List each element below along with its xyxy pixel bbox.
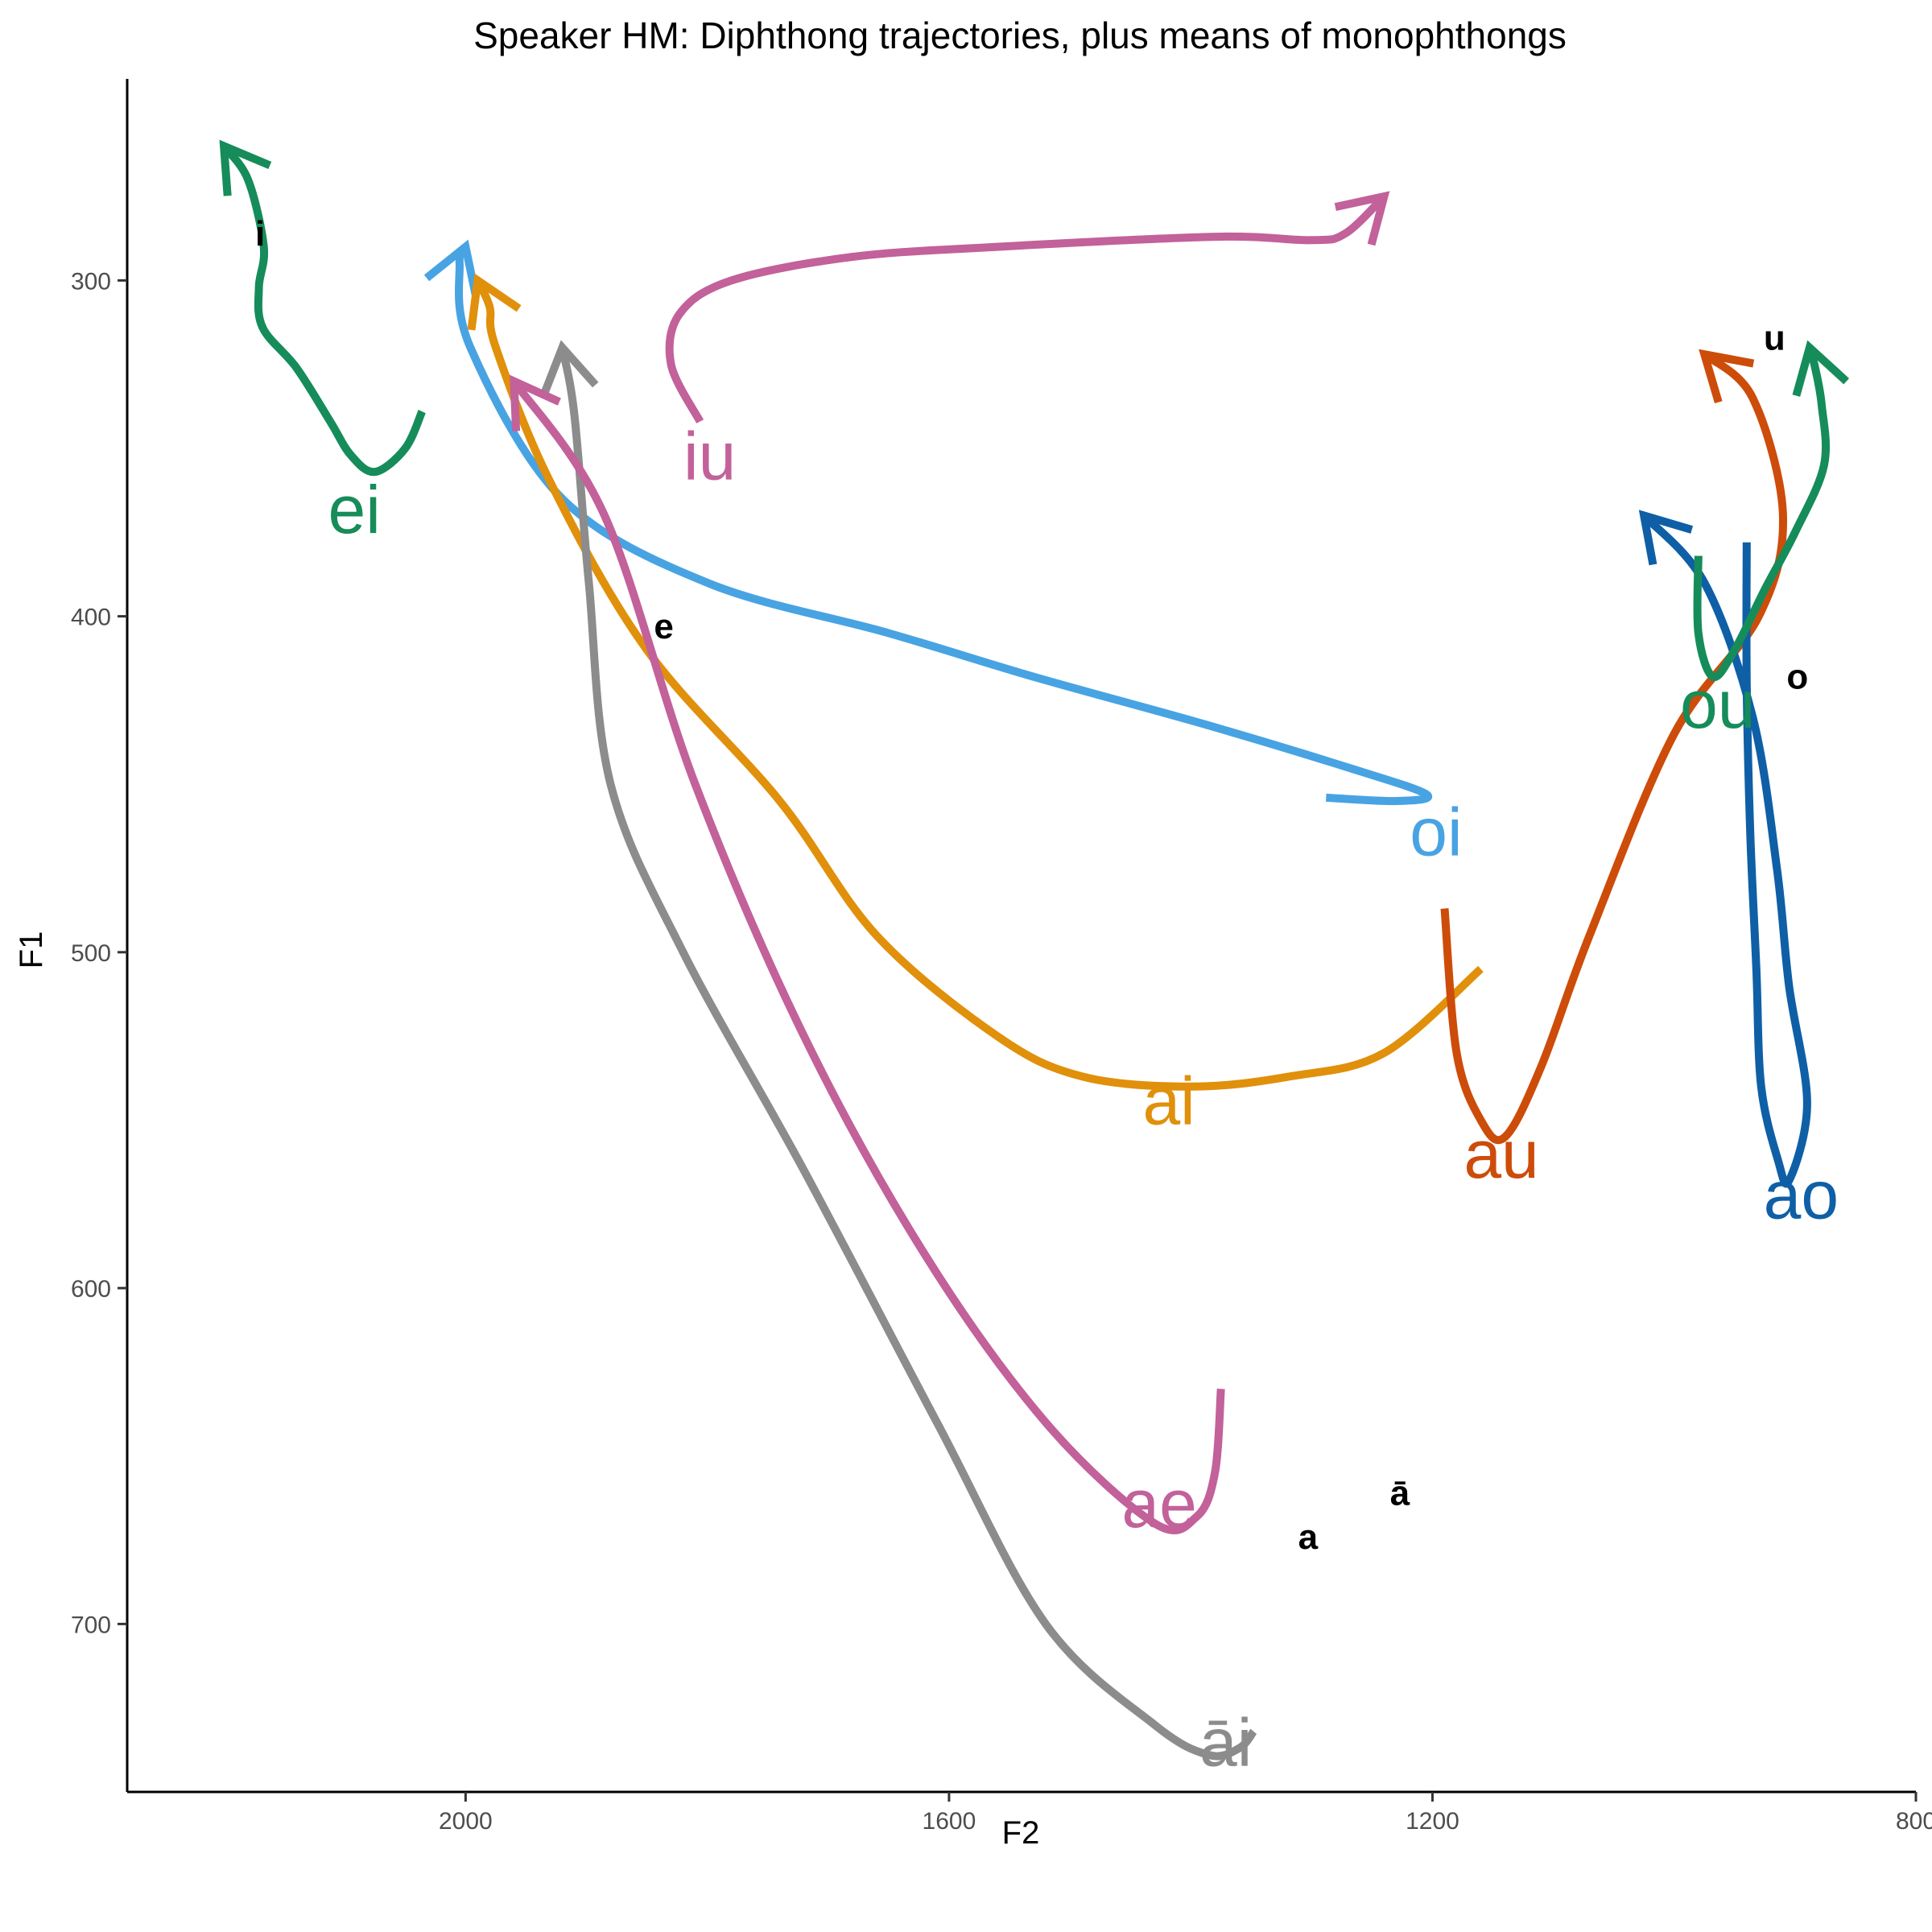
chart-title: Speaker HM: Diphthong trajectories, plus… [473,14,1567,56]
arrowhead [1792,340,1850,397]
diphthong-label: au [1463,1117,1538,1192]
trajectory-line [1440,351,1787,1145]
x-tick-label: 800 [1896,1808,1932,1835]
trajectory-line [454,244,1433,806]
diphthong-label: ao [1764,1157,1839,1232]
x-tick-label: 1200 [1406,1808,1459,1835]
series-ou [1693,340,1850,681]
trajectory-line [221,143,426,477]
y-tick-label: 400 [71,605,111,631]
arrowhead [1638,510,1694,566]
series-ai [467,273,1484,1091]
diphthong-label: ai [1142,1063,1195,1138]
y-tick-label: 700 [71,1612,111,1638]
x-tick-label: 1600 [923,1808,976,1835]
y-tick-label: 300 [71,268,111,295]
trajectory-line [473,279,1484,1091]
series-āi [540,340,1257,1761]
diphthong-label: iu [683,418,736,493]
arrowhead [540,340,599,396]
series-iu [665,191,1390,423]
monophthong-label: i [255,214,265,254]
arrowhead [510,374,561,431]
series-au [1440,349,1787,1145]
diphthong-label: oi [1410,795,1462,870]
x-ticks: 2000 1600 1200 800 [439,1792,1932,1835]
series-ei [219,139,426,477]
monophthong-label: a [1298,1517,1319,1557]
series-oi [423,239,1433,806]
y-ticks: 300 400 500 600 700 [71,268,127,1638]
trajectory-line [510,378,1225,1534]
x-tick-label: 2000 [439,1808,493,1835]
arrowhead [219,139,272,196]
arrowhead [423,239,480,297]
series-layer [219,139,1850,1761]
monophthong-label: o [1786,658,1808,697]
series-ao [1638,510,1811,1188]
y-axis-title: F1 [14,931,49,969]
arrowhead [1699,349,1755,404]
diphthong-label: ou [1680,667,1755,742]
x-axis-title: F2 [1002,1815,1040,1851]
monophthong-label: u [1764,318,1785,357]
trajectory-line [1641,512,1811,1188]
trajectory-line [1693,346,1831,681]
trajectory-line [558,346,1257,1761]
arrowhead [1334,191,1390,246]
trajectory-line [665,193,1387,423]
y-tick-label: 600 [71,1276,111,1302]
monophthong-label: e [654,607,673,646]
arrowhead [467,273,522,331]
diphthong-label: āi [1199,1704,1252,1780]
y-tick-label: 500 [71,940,111,967]
axes: 2000 1600 1200 800 300 400 500 600 700 F2 F1 [14,79,1932,1851]
monophthong-label: ā [1390,1474,1410,1513]
series-ae [510,374,1225,1534]
diphthong-label: ei [328,472,381,547]
diphthong-label: ae [1121,1466,1196,1542]
